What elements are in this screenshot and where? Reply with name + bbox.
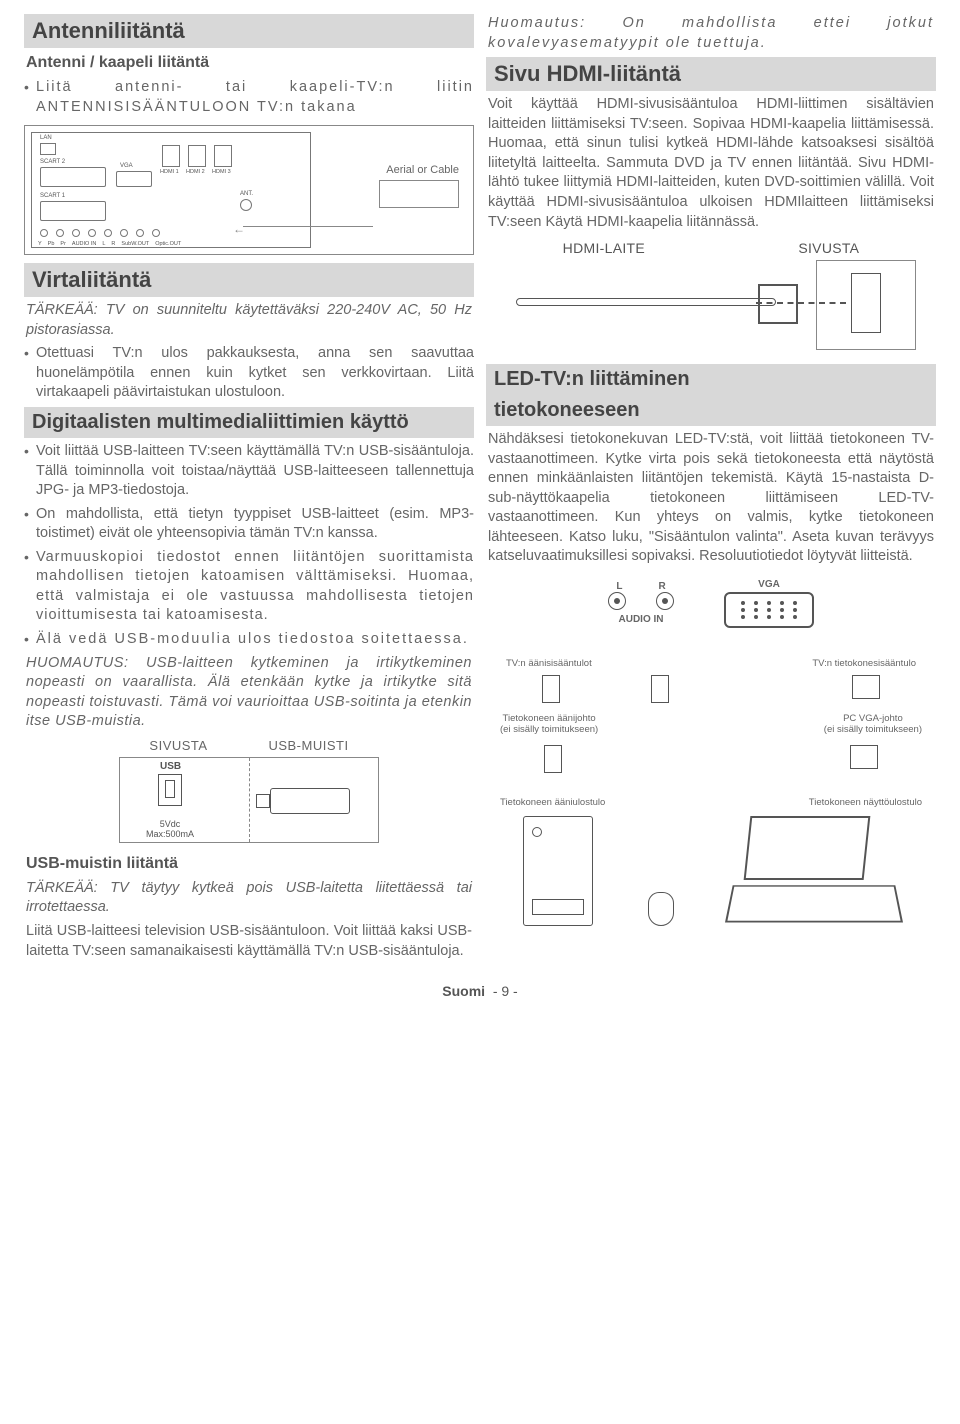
right-column: Huomautus: On mahdollista ettei jotkut k…	[486, 12, 936, 963]
hdd-note: Huomautus: On mahdollista ettei jotkut k…	[486, 14, 936, 53]
aerial-label: Aerial or Cable	[386, 164, 459, 176]
h-multimedia: Digitaalisten multimedialiittimien käytt…	[24, 407, 474, 438]
h-ledtv-b: tietokoneeseen	[486, 395, 936, 426]
usb-important: TÄRKEÄÄ: TV täytyy kytkeä pois USB-laite…	[24, 879, 474, 918]
h-antenna: Antenniliitäntä	[24, 14, 474, 48]
pc-diagram: LR AUDIO IN VGA TV:n äänisisääntulot TV:…	[496, 579, 926, 959]
hdmi-diagram	[506, 260, 916, 350]
left-column: Antenniliitäntä Antenni / kaapeli liitän…	[24, 12, 474, 963]
pc-tower-icon	[523, 816, 593, 926]
h-usb-conn: USB-muistin liitäntä	[24, 855, 474, 873]
antenna-diagram: LAN SCART 2 SCART 1 VGA HDMI 1 HDMI 2 HD…	[24, 125, 474, 255]
pc-text: Nähdäksesi tietokonekuvan LED-TV:stä, vo…	[486, 430, 936, 567]
usb-text: Liitä USB-laitteesi television USB-sisää…	[24, 922, 474, 961]
laptop-icon	[729, 816, 899, 926]
usb-warning: HUOMAUTUS: USB-laitteen kytkeminen ja ir…	[24, 654, 474, 732]
bullet-antenna: • Liitä antenni- tai kaapeli-TV:n liitin…	[24, 78, 474, 117]
power-important: TÄRKEÄÄ: TV on suunniteltu käytettäväksi…	[24, 301, 474, 340]
hdmi-labels: HDMI-LAITE SIVUSTA	[486, 240, 936, 256]
page-footer: Suomi - 9 -	[0, 983, 960, 999]
h-power: Virtaliitäntä	[24, 263, 474, 297]
sub-antenna: Antenni / kaapeli liitäntä	[24, 54, 474, 72]
mouse-icon	[648, 892, 674, 926]
h-ledtv-a: LED-TV:n liittäminen	[486, 364, 936, 395]
h-hdmi: Sivu HDMI-liitäntä	[486, 57, 936, 91]
hdmi-text: Voit käyttää HDMI-sivusisääntuloa HDMI-l…	[486, 95, 936, 232]
usb-diagram: SIVUSTA USB-MUISTI USB 5Vdc Max:500mA	[119, 738, 379, 843]
